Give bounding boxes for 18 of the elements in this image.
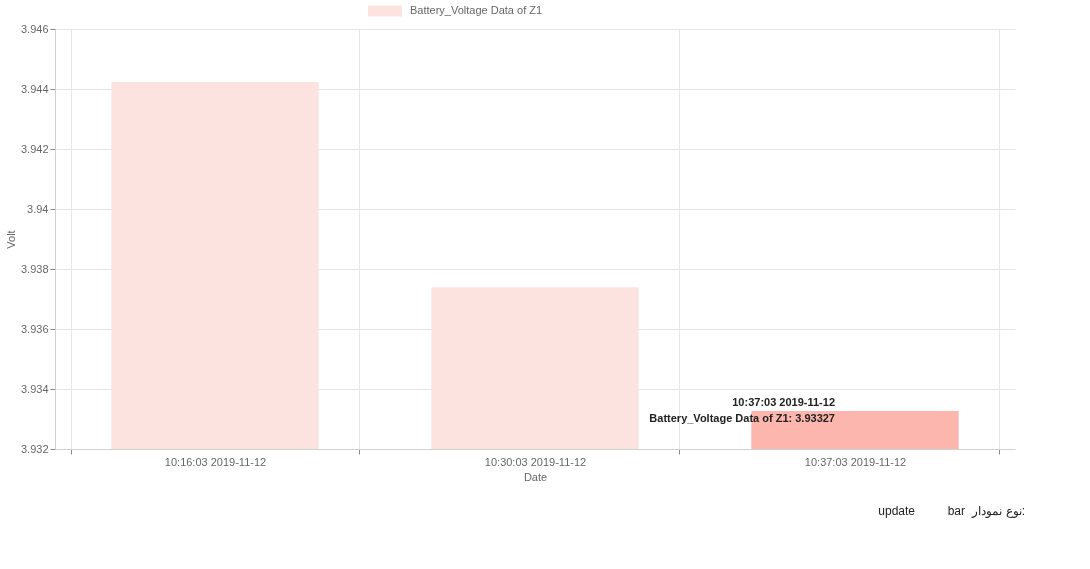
y-axis-title: Volt — [4, 230, 17, 249]
y-tick-label: 3.946 — [20, 22, 49, 35]
legend-label: Battery_Voltage Data of Z1 — [410, 4, 543, 16]
y-tick-label: 3.932 — [20, 442, 49, 455]
y-tick-label: 3.94 — [27, 202, 49, 215]
text: update — [878, 504, 916, 518]
text: نوع نمودار: — [971, 504, 1025, 518]
x-tick-label: 10:30:03 2019-11-12 — [484, 455, 587, 468]
y-tick-label: 3.936 — [20, 322, 49, 335]
x-axis-title: Date — [523, 470, 548, 483]
annotation: 10:37:03 2019-11-12 Battery_Voltage Data of Z1: 3.93327 — [649, 395, 835, 424]
y-tick-label: 3.944 — [20, 82, 49, 95]
text: bar — [947, 504, 965, 518]
y-tick-label: 3.942 — [20, 142, 49, 155]
y-tick-label: 3.938 — [20, 262, 49, 275]
x-tick-label: 10:16:03 2019-11-12 — [164, 455, 267, 468]
y-tick-label: 3.934 — [20, 382, 49, 395]
x-tick-label: 10:37:03 2019-11-12 — [804, 455, 907, 468]
